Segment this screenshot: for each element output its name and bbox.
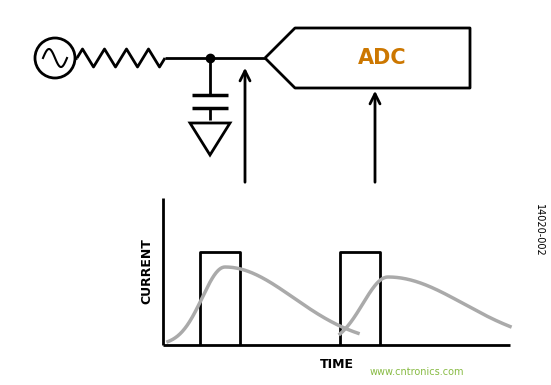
Text: 14020-002: 14020-002 bbox=[534, 204, 544, 256]
Text: CURRENT: CURRENT bbox=[141, 239, 154, 305]
Text: TIME: TIME bbox=[320, 358, 354, 372]
Text: www.cntronics.com: www.cntronics.com bbox=[370, 367, 464, 377]
Text: ADC: ADC bbox=[358, 48, 407, 68]
